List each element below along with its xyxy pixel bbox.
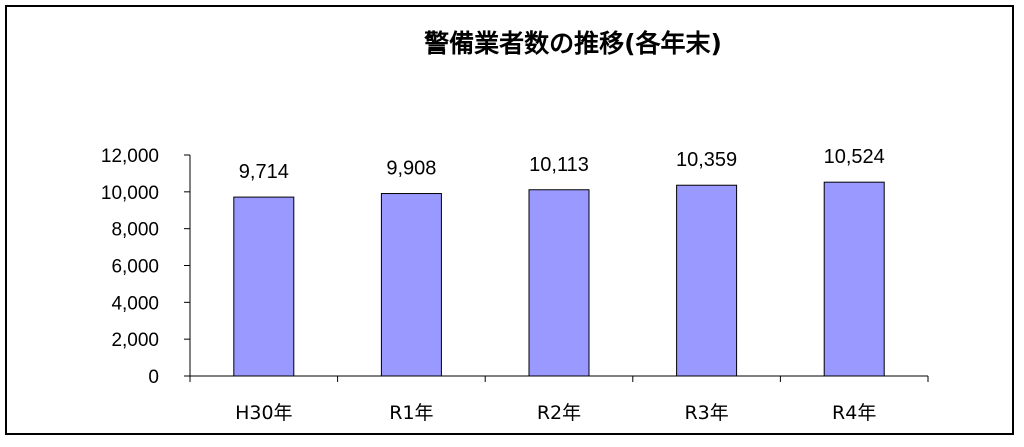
y-tick-label: 0 xyxy=(148,367,159,388)
y-tick-label: 10,000 xyxy=(101,183,159,204)
y-tick-label: 2,000 xyxy=(111,330,159,351)
y-tick-label: 6,000 xyxy=(111,257,159,278)
data-label: 10,359 xyxy=(676,149,737,171)
data-label: 9,908 xyxy=(386,158,436,180)
x-tick-label: R1年 xyxy=(389,402,433,424)
bar xyxy=(233,196,295,377)
data-label: 10,113 xyxy=(529,154,589,176)
bar-series xyxy=(233,181,885,377)
data-label: 10,524 xyxy=(824,146,885,168)
x-tick-label: R4年 xyxy=(832,402,876,424)
bar xyxy=(528,189,590,377)
y-axis: 0 2,000 4,000 6,000 8,000 10,000 12,000 xyxy=(101,146,191,388)
bar xyxy=(676,184,738,377)
data-label: 9,714 xyxy=(239,161,289,183)
bar xyxy=(380,193,442,377)
x-tick-label: H30年 xyxy=(235,402,292,424)
chart-title: 警備業者数の推移(各年末) xyxy=(423,29,722,58)
data-labels: 9,714 9,908 10,113 10,359 10,524 xyxy=(239,146,885,183)
x-axis: H30年 R1年 R2年 R3年 R4年 xyxy=(189,375,929,424)
y-tick-label: 8,000 xyxy=(111,220,159,241)
bar xyxy=(823,181,885,377)
x-tick-label: R3年 xyxy=(684,402,728,424)
x-tick-label: R2年 xyxy=(537,402,581,424)
y-tick-label: 4,000 xyxy=(111,293,159,314)
y-tick-label: 12,000 xyxy=(101,146,159,167)
